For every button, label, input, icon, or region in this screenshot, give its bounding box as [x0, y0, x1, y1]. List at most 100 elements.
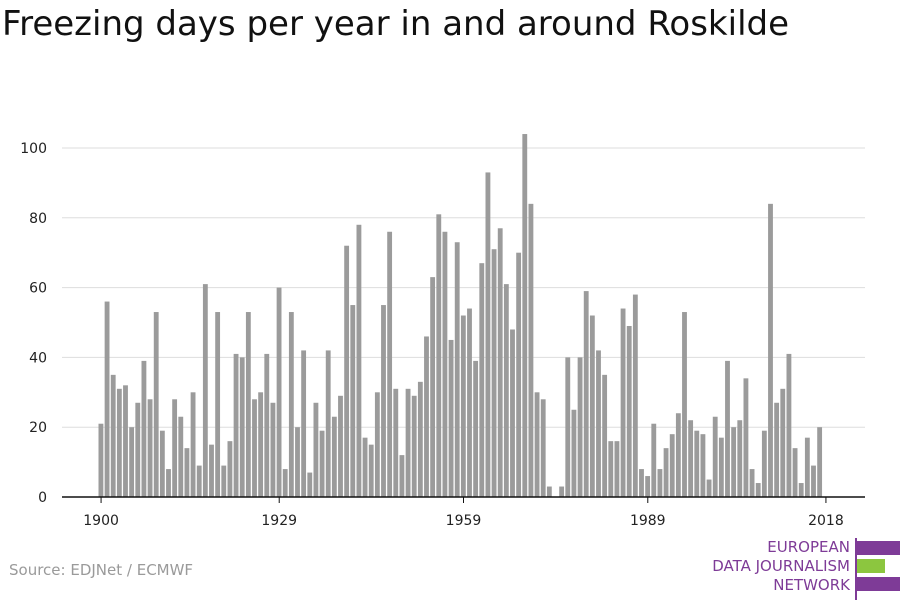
- bar: [565, 357, 571, 497]
- bar: [645, 476, 651, 497]
- bar: [614, 441, 620, 497]
- logo-divider: [855, 538, 857, 600]
- bar: [448, 339, 454, 497]
- bar: [368, 444, 374, 497]
- bar: [209, 444, 214, 497]
- x-tick-label: 1929: [261, 513, 297, 529]
- bar: [571, 409, 577, 497]
- bar: [135, 402, 141, 497]
- bar: [381, 305, 386, 497]
- bar: [632, 294, 638, 497]
- bar: [774, 402, 780, 497]
- x-tick-label: 1989: [630, 513, 666, 529]
- bar: [534, 392, 540, 497]
- bar: [688, 420, 694, 497]
- bar: [153, 312, 159, 497]
- bar: [141, 360, 147, 497]
- bar: [350, 305, 356, 497]
- bar: [460, 315, 466, 497]
- bar: [417, 381, 423, 497]
- bar: [233, 353, 239, 497]
- logo-bar-bottom: [857, 577, 900, 591]
- bar: [98, 423, 104, 497]
- bar: [639, 469, 644, 497]
- bar: [325, 350, 331, 497]
- bar: [589, 315, 595, 497]
- bar: [264, 353, 270, 497]
- bar: [116, 388, 122, 497]
- bar: [172, 399, 178, 497]
- edjnet-logo: EUROPEAN DATA JOURNALISM NETWORK: [700, 538, 900, 600]
- bar: [159, 430, 165, 497]
- bar: [516, 252, 522, 497]
- bar: [663, 448, 669, 497]
- bar: [399, 455, 405, 497]
- bar: [577, 357, 583, 497]
- bar: [731, 427, 737, 497]
- bar: [270, 402, 276, 497]
- bar: [411, 395, 417, 497]
- bar: [780, 388, 786, 497]
- bar: [522, 134, 528, 498]
- bar: [718, 437, 724, 497]
- bar: [706, 479, 712, 497]
- bar: [497, 228, 503, 497]
- bar: [184, 448, 190, 497]
- bar: [215, 312, 221, 497]
- bar: [221, 465, 227, 497]
- bar: [245, 312, 251, 497]
- bar: [540, 399, 546, 497]
- bar: [761, 430, 767, 497]
- bar: [405, 388, 411, 497]
- bar: [700, 434, 706, 497]
- bar: [657, 469, 663, 497]
- bar: [307, 472, 313, 497]
- logo-line-3: NETWORK: [773, 576, 850, 594]
- bar: [356, 224, 362, 497]
- bar: [743, 378, 749, 497]
- x-tick-label: 1959: [446, 513, 482, 529]
- bar: [602, 374, 608, 497]
- bar: [546, 486, 552, 497]
- bar: [694, 430, 700, 497]
- logo-bar-middle: [857, 559, 885, 573]
- bar: [362, 437, 368, 497]
- bar: [712, 416, 718, 497]
- bar: [583, 291, 589, 497]
- bar: [104, 301, 110, 497]
- bar: [436, 214, 442, 497]
- bar: [792, 448, 798, 497]
- logo-bar-top: [857, 541, 900, 555]
- bar: [313, 402, 319, 497]
- bar: [651, 423, 657, 497]
- bar: [725, 360, 730, 497]
- bar: [442, 231, 448, 497]
- bar: [110, 374, 116, 497]
- bar: [202, 284, 208, 497]
- bar: [430, 277, 436, 497]
- bar: [786, 353, 792, 497]
- x-tick-label: 1900: [83, 513, 119, 529]
- y-tick-label: 80: [29, 211, 47, 227]
- bar: [473, 360, 479, 497]
- bar: [454, 242, 460, 497]
- bar: [331, 416, 337, 497]
- bar: [798, 483, 804, 497]
- bar: [669, 434, 675, 497]
- y-tick-label: 100: [20, 141, 47, 157]
- bar: [338, 395, 343, 497]
- x-tick-label: 2018: [808, 513, 844, 529]
- bar: [393, 388, 399, 497]
- bar: [682, 312, 687, 497]
- y-tick-label: 60: [29, 281, 47, 297]
- bar: [190, 392, 196, 497]
- chart-title: Freezing days per year in and around Ros…: [2, 4, 790, 44]
- logo-line-2: DATA JOURNALISM: [712, 557, 850, 575]
- bar: [467, 308, 472, 497]
- bar: [510, 329, 515, 497]
- y-axis-ticks: 0 20 40 60 80 100: [20, 141, 47, 506]
- source-note: Source: EDJNet / ECMWF: [9, 561, 194, 579]
- bar: [288, 312, 294, 497]
- bar: [479, 263, 485, 497]
